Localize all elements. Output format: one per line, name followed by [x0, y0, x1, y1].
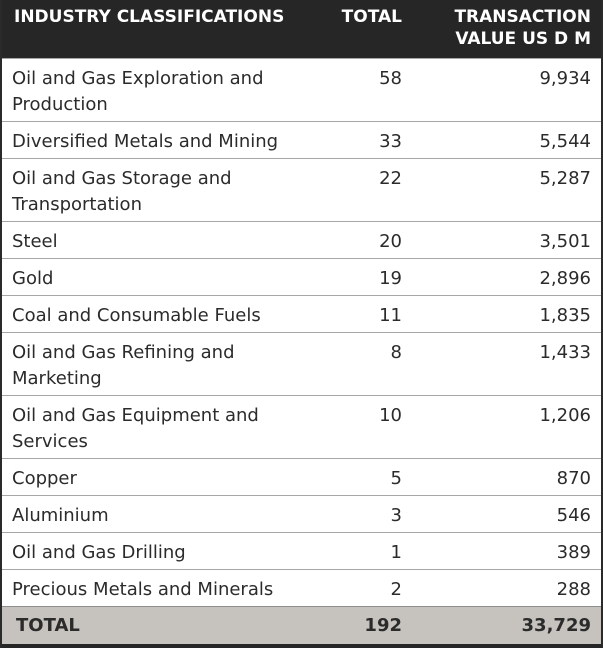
industry-cell: Copper [12, 468, 77, 489]
total-cell: 22 [379, 168, 402, 189]
total-cell: 2 [390, 579, 402, 600]
value-cell: 5,287 [539, 168, 591, 189]
table-row: Copper 5 870 [2, 458, 601, 495]
industry-cell: Precious Metals and Minerals [12, 579, 274, 600]
table-row: Coal and Consumable Fuels 11 1,835 [2, 295, 601, 332]
table-row: Steel 20 3,501 [2, 221, 601, 258]
total-cell: 5 [390, 468, 402, 489]
total-cell: 33 [379, 131, 402, 152]
total-cell: 3 [390, 505, 402, 526]
industry-cell: Oil and Gas Exploration and Production [12, 68, 264, 115]
table-row: Diversified Metals and Mining 33 5,544 [2, 121, 601, 158]
value-cell: 288 [556, 579, 591, 600]
header-industry: INDUSTRY CLASSIFICATIONS [14, 7, 285, 27]
total-label: TOTAL [16, 615, 80, 636]
value-cell: 389 [556, 542, 591, 563]
total-cell: 11 [379, 305, 402, 326]
value-cell: 546 [556, 505, 591, 526]
table-row: Oil and Gas Equipment and Services 10 1,… [2, 395, 601, 458]
table-row: Aluminium 3 546 [2, 495, 601, 532]
value-cell: 5,544 [539, 131, 591, 152]
header-transaction-value: TRANSACTION VALUE US D M [454, 7, 591, 49]
total-cell: 58 [379, 68, 402, 89]
table-row: Oil and Gas Refining and Marketing 8 1,4… [2, 332, 601, 395]
bottom-rule [2, 644, 601, 648]
table-row: Precious Metals and Minerals 2 288 [2, 569, 601, 606]
industry-cell: Gold [12, 268, 54, 289]
table-row: Oil and Gas Storage and Transportation 2… [2, 158, 601, 221]
table-row: Oil and Gas Exploration and Production 5… [2, 58, 601, 121]
total-cell: 1 [390, 542, 402, 563]
total-cell: 19 [379, 268, 402, 289]
industry-cell: Oil and Gas Refining and Marketing [12, 342, 235, 389]
industry-cell: Aluminium [12, 505, 109, 526]
value-cell: 2,896 [539, 268, 591, 289]
total-count: 192 [364, 615, 402, 636]
total-cell: 8 [390, 342, 402, 363]
total-cell: 20 [379, 231, 402, 252]
value-cell: 1,433 [539, 342, 591, 363]
value-cell: 9,934 [539, 68, 591, 89]
total-cell: 10 [379, 405, 402, 426]
total-row: TOTAL 192 33,729 [2, 606, 601, 644]
table-header: INDUSTRY CLASSIFICATIONS TOTAL TRANSACTI… [2, 0, 601, 58]
table-row: Oil and Gas Drilling 1 389 [2, 532, 601, 569]
industry-cell: Diversified Metals and Mining [12, 131, 279, 152]
industry-cell: Steel [12, 231, 58, 252]
value-cell: 1,835 [539, 305, 591, 326]
value-cell: 870 [556, 468, 591, 489]
value-cell: 1,206 [539, 405, 591, 426]
industry-cell: Oil and Gas Drilling [12, 542, 186, 563]
industry-cell: Coal and Consumable Fuels [12, 305, 261, 326]
table-row: Gold 19 2,896 [2, 258, 601, 295]
value-cell: 3,501 [539, 231, 591, 252]
industry-cell: Oil and Gas Storage and Transportation [12, 168, 232, 215]
total-transaction-value: 33,729 [521, 615, 591, 636]
industry-cell: Oil and Gas Equipment and Services [12, 405, 259, 452]
header-total: TOTAL [341, 7, 402, 27]
